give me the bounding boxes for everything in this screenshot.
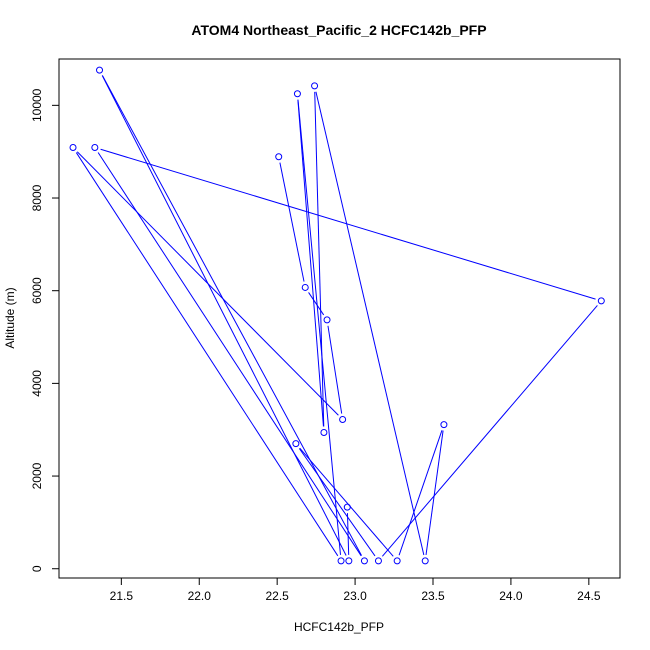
data-point [301, 283, 309, 291]
series-segment [297, 99, 324, 427]
y-axis: 0 2000 4000 6000 8000 10000 [30, 88, 60, 572]
series-segment [398, 430, 443, 556]
data-point [345, 557, 353, 565]
series-segment [298, 448, 376, 557]
series-segment [308, 292, 325, 316]
data-point [374, 557, 382, 565]
x-tick-label: 24.0 [499, 589, 523, 603]
data-point [275, 153, 283, 161]
series-segment [101, 75, 363, 556]
series-segment [97, 152, 362, 557]
series-segment [75, 152, 339, 557]
series-segment [279, 162, 305, 282]
x-tick-label: 23.5 [421, 589, 445, 603]
data-point [421, 557, 429, 565]
data-point [311, 82, 319, 90]
series-segment [327, 325, 343, 414]
series-segment [381, 305, 598, 557]
x-tick-label: 24.5 [577, 589, 601, 603]
plot-frame [58, 58, 621, 579]
series-segment [299, 447, 394, 557]
series-segment [315, 91, 425, 556]
series-segment [297, 99, 341, 555]
series-segment [314, 91, 325, 427]
data-point [96, 66, 104, 74]
data-point [323, 316, 331, 324]
series-segment [101, 75, 347, 556]
y-tick-label: 6000 [30, 277, 44, 304]
data-point [337, 557, 345, 565]
y-tick-label: 8000 [30, 184, 44, 211]
data-point [339, 416, 347, 424]
data-point [320, 428, 328, 436]
data-point [292, 440, 300, 448]
x-tick-label: 22.0 [188, 589, 212, 603]
series-segment [425, 430, 444, 555]
data-point [393, 557, 401, 565]
x-tick-label: 22.5 [265, 589, 289, 603]
x-tick-label: 21.5 [110, 589, 134, 603]
data-point [293, 90, 301, 98]
y-tick-label: 4000 [30, 370, 44, 397]
series-layer [69, 66, 605, 565]
x-axis: 21.5 22.0 22.5 23.0 23.5 24.0 24.5 [110, 577, 601, 603]
x-axis-label: HCFC142b_PFP [294, 620, 384, 634]
data-point [69, 144, 77, 152]
y-tick-label: 10000 [30, 88, 44, 122]
data-point [597, 297, 605, 305]
data-point [440, 421, 448, 429]
series-segment [346, 513, 350, 555]
series-segment [100, 148, 596, 300]
y-tick-label: 2000 [30, 462, 44, 489]
data-point [360, 557, 368, 565]
x-tick-label: 23.0 [343, 589, 367, 603]
y-axis-label: Altitude (m) [3, 287, 17, 348]
data-point [91, 144, 99, 152]
chart-title: ATOM4 Northeast_Pacific_2 HCFC142b_PFP [191, 22, 486, 38]
data-point [343, 503, 351, 511]
y-tick-label: 0 [30, 565, 44, 572]
